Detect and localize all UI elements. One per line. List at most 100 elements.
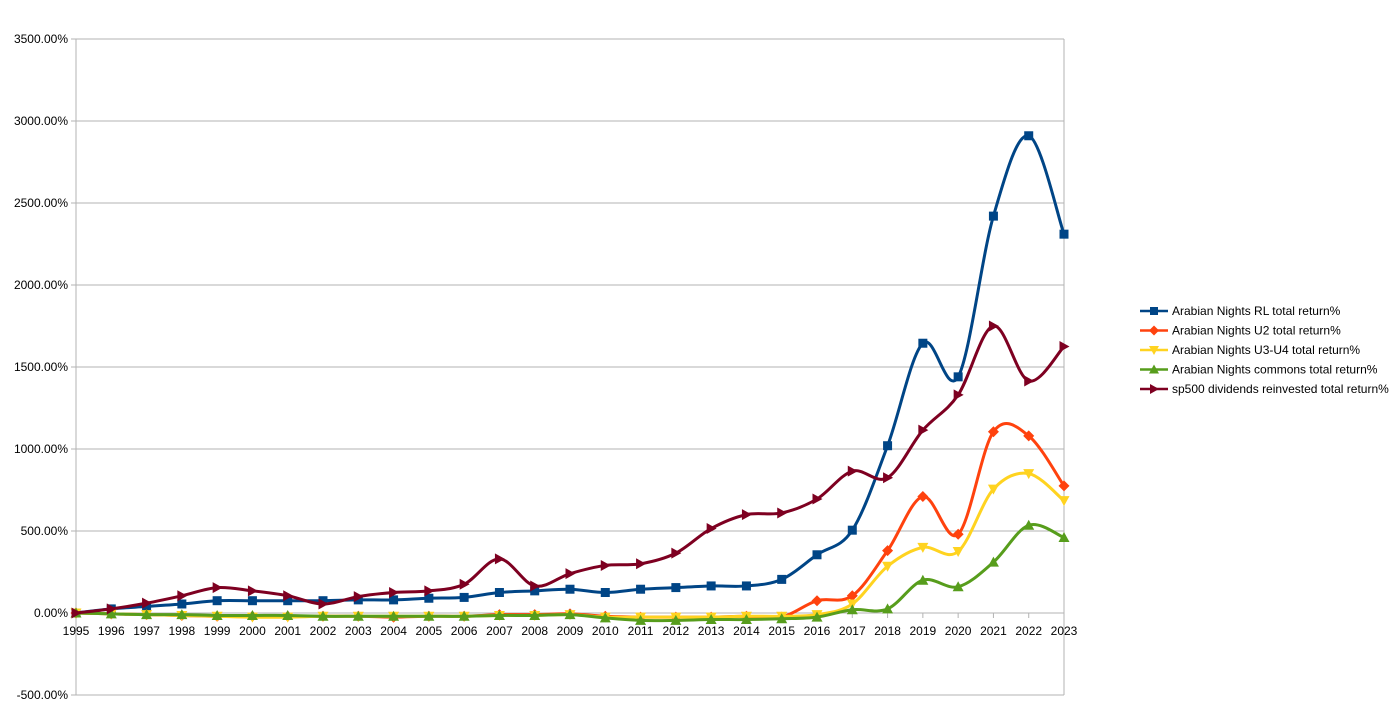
x-tick-label: 2012 (663, 624, 690, 638)
data-point (1023, 519, 1035, 530)
data-point (846, 604, 858, 615)
x-tick-label: 2013 (698, 624, 725, 638)
x-tick-label: 2018 (874, 624, 901, 638)
x-tick-label: 2003 (345, 624, 372, 638)
series-5 (71, 320, 1070, 619)
data-point (1058, 480, 1070, 492)
y-tick-label: 3000.00% (14, 114, 68, 128)
data-point (599, 612, 611, 623)
x-tick-label: 2004 (380, 624, 407, 638)
data-point (740, 614, 752, 625)
x-tick-label: 2000 (239, 624, 266, 638)
x-tick-label: 2001 (274, 624, 301, 638)
y-tick-label: 500.00% (21, 524, 69, 538)
data-point (212, 596, 222, 606)
data-point (670, 614, 682, 625)
data-point (1059, 341, 1070, 352)
data-point (530, 586, 540, 596)
x-tick-label: 2016 (804, 624, 831, 638)
data-point (883, 472, 894, 484)
data-point (459, 592, 469, 602)
x-tick-label: 2006 (451, 624, 478, 638)
data-point (741, 509, 752, 521)
data-point (212, 582, 223, 594)
data-point (705, 614, 717, 625)
series-1 (71, 131, 1069, 618)
x-tick-label: 2022 (1015, 624, 1042, 638)
data-point (177, 599, 187, 609)
data-point (353, 591, 364, 603)
data-point (142, 597, 153, 609)
data-point (917, 491, 929, 503)
data-point (494, 588, 504, 597)
data-point (353, 595, 363, 605)
data-point (811, 595, 823, 607)
data-point (741, 581, 751, 591)
data-point (812, 493, 823, 505)
legend-marker (1150, 307, 1158, 315)
data-point (671, 547, 682, 559)
legend-marker (1150, 384, 1159, 394)
x-tick-label: 2010 (592, 624, 619, 638)
data-point (636, 584, 646, 594)
x-tick-label: 2007 (486, 624, 513, 638)
data-point (988, 211, 998, 221)
data-point (564, 609, 576, 620)
data-point (247, 585, 258, 597)
legend: Arabian Nights RL total return% Arabian N… (1140, 304, 1389, 396)
x-tick-label: 2020 (945, 624, 972, 638)
data-point (565, 568, 576, 580)
data-point (71, 607, 82, 619)
x-tick-label: 2021 (980, 624, 1007, 638)
x-tick-label: 2015 (768, 624, 795, 638)
data-point (352, 610, 364, 621)
data-point (917, 574, 929, 585)
data-point (987, 484, 999, 495)
data-point (987, 426, 999, 438)
data-point (176, 609, 188, 620)
data-point (952, 581, 964, 592)
data-point (600, 559, 611, 571)
data-point (458, 610, 470, 621)
data-point (283, 596, 293, 606)
legend-label: Arabian Nights commons total return% (1172, 363, 1378, 377)
legend-marker (1149, 346, 1159, 355)
y-tick-label: 1500.00% (14, 360, 68, 374)
data-point (600, 588, 610, 597)
y-tick-label: 3500.00% (14, 32, 68, 46)
data-point (493, 609, 505, 620)
x-tick-label: 2017 (839, 624, 866, 638)
data-point (246, 609, 258, 620)
x-tick-label: 2014 (733, 624, 760, 638)
y-tick-label: 0.00% (34, 606, 68, 620)
data-point (283, 590, 294, 602)
data-point (847, 465, 858, 477)
data-point (882, 545, 894, 557)
legend-label: sp500 dividends reinvested total return% (1172, 382, 1389, 396)
legend-label: Arabian Nights U2 total return% (1172, 324, 1341, 338)
x-tick-label: 2009 (557, 624, 584, 638)
data-point (388, 610, 400, 621)
data-point (777, 507, 788, 519)
x-tick-label: 1996 (98, 624, 125, 638)
data-point (141, 609, 153, 620)
data-point (389, 587, 400, 598)
y-tick-label: 2000.00% (14, 278, 68, 292)
data-point (1058, 496, 1070, 507)
data-point (952, 547, 964, 557)
data-point (530, 580, 541, 592)
data-point (318, 598, 329, 610)
data-point (177, 590, 188, 602)
data-point (706, 581, 716, 591)
data-point (247, 596, 257, 606)
data-point (106, 603, 117, 615)
data-point (424, 585, 435, 597)
x-tick-label: 1998 (169, 624, 196, 638)
legend-marker (1149, 325, 1159, 336)
data-point (882, 603, 894, 614)
data-point (917, 542, 929, 553)
data-point (847, 525, 857, 535)
data-point (812, 550, 822, 560)
